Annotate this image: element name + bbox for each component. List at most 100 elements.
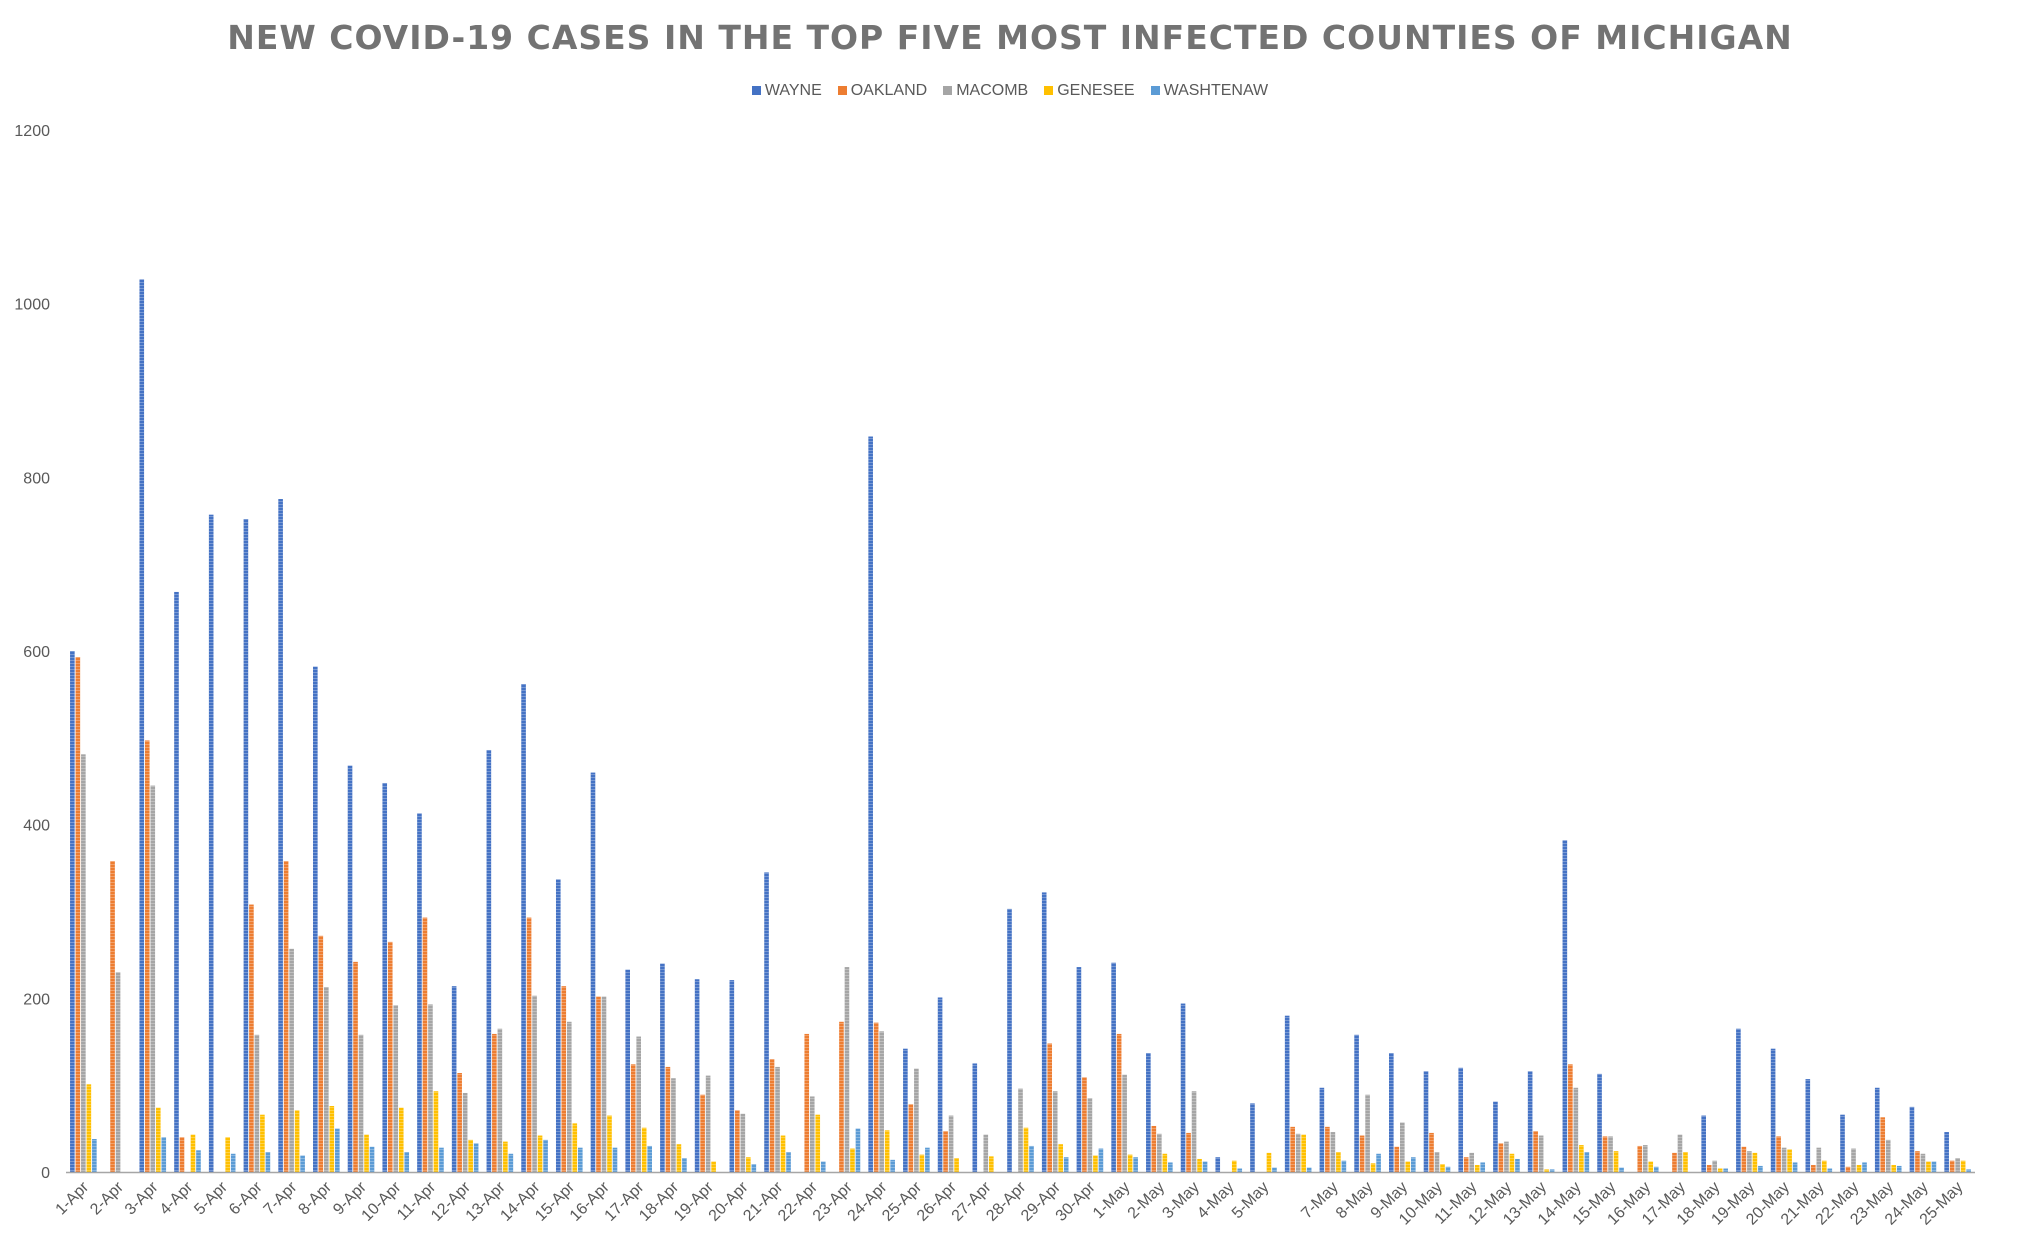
- bar: [150, 785, 156, 1172]
- bar: [775, 1066, 780, 1172]
- bar: [988, 1156, 994, 1172]
- bar: [740, 1113, 746, 1172]
- bar: [1162, 1153, 1168, 1172]
- y-tick-label: 400: [23, 818, 50, 835]
- bar: [278, 499, 283, 1172]
- bar: [1376, 1153, 1381, 1172]
- bar: [1116, 1033, 1122, 1172]
- bar: [1672, 1152, 1677, 1172]
- bar: [260, 1114, 265, 1172]
- bar: [1423, 1071, 1429, 1172]
- bar: [764, 872, 769, 1172]
- bar: [1469, 1152, 1475, 1172]
- bar: [144, 740, 150, 1172]
- bar: [647, 1145, 652, 1172]
- bar: [1440, 1164, 1445, 1172]
- legend-item: GENESEE: [1044, 82, 1135, 100]
- x-tick-label: 1-Apr: [53, 1178, 93, 1218]
- bar: [1122, 1074, 1127, 1172]
- bar: [1642, 1145, 1648, 1172]
- bar: [1463, 1157, 1469, 1172]
- bar: [636, 1036, 641, 1172]
- bar: [1851, 1148, 1856, 1173]
- bar: [318, 935, 324, 1172]
- bar: [265, 1152, 271, 1172]
- bar: [313, 666, 318, 1172]
- legend-item: WASHTENAW: [1150, 82, 1269, 100]
- bar: [1527, 1071, 1533, 1172]
- bar: [1926, 1161, 1931, 1172]
- bar: [1515, 1158, 1520, 1172]
- legend-label: WAYNE: [764, 82, 822, 99]
- bar: [954, 1158, 959, 1172]
- x-tick-label: 8-Apr: [295, 1178, 335, 1218]
- bar: [919, 1154, 925, 1172]
- bar: [1082, 1077, 1087, 1172]
- bar: [890, 1159, 895, 1172]
- bar: [1231, 1160, 1237, 1172]
- bar: [972, 1063, 978, 1172]
- bar: [1186, 1132, 1191, 1172]
- bar: [81, 754, 86, 1172]
- y-tick-label: 800: [23, 470, 50, 487]
- bar: [1394, 1146, 1400, 1172]
- bar: [225, 1137, 230, 1172]
- bar: [110, 861, 115, 1172]
- bar: [208, 514, 214, 1172]
- bar: [1966, 1169, 1971, 1172]
- y-tick-label: 600: [23, 644, 50, 661]
- bar: [1180, 1003, 1186, 1172]
- bar: [1215, 1157, 1221, 1172]
- legend-swatch: [1150, 86, 1160, 95]
- bar: [705, 1075, 711, 1172]
- bar: [1405, 1161, 1411, 1172]
- bar: [1023, 1127, 1029, 1172]
- legend-label: WASHTENAW: [1163, 82, 1269, 99]
- bar: [555, 879, 561, 1172]
- bar: [873, 1022, 879, 1172]
- bar: [1087, 1098, 1093, 1172]
- bar: [329, 1106, 335, 1172]
- bar: [925, 1147, 930, 1172]
- bar: [943, 1131, 948, 1172]
- x-axis: 1-Apr2-Apr3-Apr4-Apr5-Apr6-Apr7-Apr8-Apr…: [53, 1171, 1975, 1229]
- bar: [1736, 1028, 1741, 1172]
- legend-label: MACOMB: [956, 82, 1029, 99]
- bar: [75, 657, 81, 1172]
- y-tick-label: 1000: [14, 297, 50, 314]
- bar: [641, 1127, 647, 1172]
- bar: [1058, 1144, 1064, 1172]
- bar: [1509, 1153, 1515, 1172]
- bar: [855, 1128, 861, 1172]
- bar: [417, 813, 422, 1172]
- bar: [369, 1146, 375, 1172]
- bar: [850, 1148, 855, 1173]
- bar: [155, 1107, 161, 1172]
- bar: [1458, 1067, 1464, 1172]
- x-tick-label: 4-Apr: [157, 1178, 197, 1218]
- x-tick-label: 4-May: [1194, 1179, 1237, 1222]
- bar: [1041, 892, 1047, 1172]
- legend-label: GENESEE: [1057, 82, 1135, 99]
- bar: [1076, 967, 1082, 1172]
- bar: [433, 1091, 439, 1172]
- bar: [561, 986, 567, 1172]
- bar: [769, 1059, 775, 1172]
- bar: [1960, 1160, 1966, 1172]
- bar: [1474, 1165, 1480, 1172]
- bar: [1052, 1091, 1058, 1172]
- bar: [358, 1034, 364, 1172]
- bar: [451, 986, 457, 1172]
- bar: [1018, 1088, 1023, 1172]
- x-tick-label: 7-Apr: [261, 1178, 301, 1218]
- bar: [1637, 1145, 1643, 1172]
- bar: [612, 1147, 618, 1172]
- bar: [1840, 1114, 1845, 1172]
- bar: [1504, 1141, 1509, 1172]
- bar: [1955, 1158, 1960, 1172]
- bar: [983, 1134, 989, 1172]
- legend-swatch: [943, 86, 953, 95]
- bar: [115, 972, 121, 1172]
- bar: [139, 279, 145, 1173]
- bar: [1845, 1166, 1851, 1172]
